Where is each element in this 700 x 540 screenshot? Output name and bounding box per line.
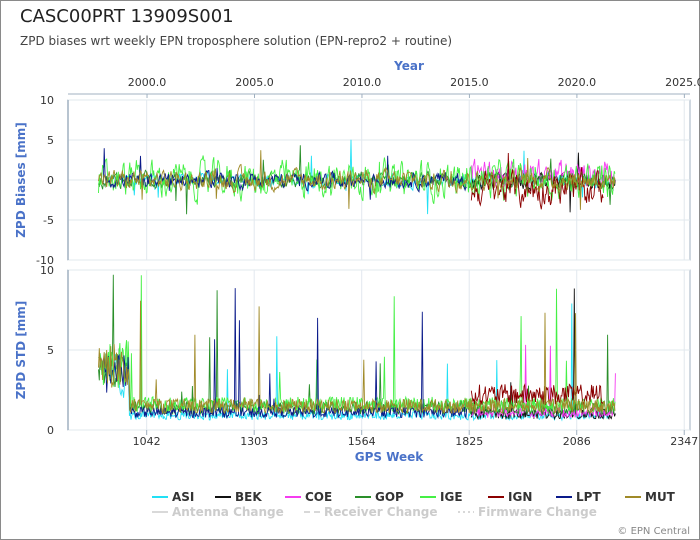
year-tick-label: 2005.0 — [235, 76, 274, 89]
page-title: CASC00PRT 13909S001 — [20, 6, 234, 27]
bias-panel: 10 5 0 -5 -10 ZPD Biases [mm] 2000.0 2005.0 2010… — [14, 59, 700, 267]
legend-label-asi: ASI — [172, 490, 194, 504]
year-tick-label: 2000.0 — [128, 76, 167, 89]
year-tick-label: 2010.0 — [343, 76, 382, 89]
legend-label-bek: BEK — [235, 490, 262, 504]
year-tick-label: 2020.0 — [558, 76, 597, 89]
bias-series-ign — [470, 152, 604, 210]
std-ytick-label: 10 — [40, 264, 54, 277]
bias-ytick-label: 5 — [47, 134, 54, 147]
legend-label-coe: COE — [305, 490, 332, 504]
legend-label-lpt: LPT — [576, 490, 601, 504]
std-panel: 10 5 0 ZPD STD [mm] 1042 1303 1564 1825 2086 2347… — [14, 264, 698, 464]
legend: ASI BEK COE GOP IGE IGN LPT MUT Antenna Change Re… — [152, 490, 676, 519]
year-axis-title: Year — [393, 59, 424, 73]
legend-change-label: Receiver Change — [324, 505, 438, 519]
week-tick-label: 1303 — [240, 435, 268, 448]
week-tick-label: 1564 — [348, 435, 376, 448]
page-subtitle: ZPD biases wrt weekly EPN troposphere so… — [20, 34, 453, 48]
legend-label-ige: IGE — [440, 490, 463, 504]
bias-ytick-label: -10 — [36, 254, 54, 267]
std-ytick-label: 5 — [47, 344, 54, 357]
legend-change-label: Antenna Change — [172, 505, 284, 519]
week-tick-label: 1825 — [455, 435, 483, 448]
legend-label-ign: IGN — [508, 490, 532, 504]
week-tick-label: 1042 — [133, 435, 161, 448]
std-ylabel: ZPD STD [mm] — [14, 301, 28, 400]
legend-label-mut: MUT — [645, 490, 676, 504]
week-axis-title: GPS Week — [355, 450, 425, 464]
bias-ytick-label: 0 — [47, 174, 54, 187]
bias-ylabel: ZPD Biases [mm] — [14, 122, 28, 238]
year-tick-label: 2015.0 — [450, 76, 489, 89]
year-tick-label: 2025.0 — [665, 76, 700, 89]
bias-ytick-label: -5 — [43, 214, 54, 227]
week-tick-label: 2347 — [670, 435, 698, 448]
legend-label-gop: GOP — [375, 490, 404, 504]
legend-change-label: Firmware Change — [478, 505, 597, 519]
bias-ytick-label: 10 — [40, 94, 54, 107]
std-series-ign — [470, 383, 604, 406]
std-series-mut — [98, 300, 616, 415]
std-ytick-label: 0 — [47, 424, 54, 437]
credit-text: © EPN Central — [617, 526, 690, 537]
week-tick-label: 2086 — [563, 435, 591, 448]
bias-series-mut — [98, 150, 616, 210]
